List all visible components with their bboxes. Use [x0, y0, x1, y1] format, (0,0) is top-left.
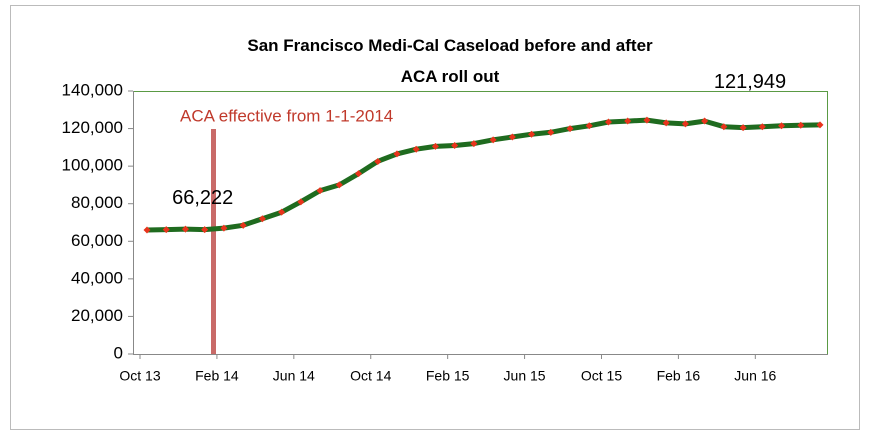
x-tick-label: Feb 14 [195, 368, 239, 384]
point-marker [508, 133, 516, 141]
point-marker [643, 116, 651, 124]
chart-frame [10, 5, 860, 430]
point-marker [355, 170, 363, 178]
point-marker [624, 117, 632, 125]
point-marker [470, 140, 478, 148]
chart-title: San Francisco Medi-Cal Caseload before a… [247, 36, 653, 86]
point-marker [566, 125, 574, 133]
point-marker [816, 121, 824, 129]
data-label: 66,222 [172, 187, 233, 209]
x-tick-label: Feb 16 [657, 368, 701, 384]
y-tick-label: 0 [114, 343, 123, 362]
y-tick-label: 20,000 [71, 306, 123, 325]
series-line [146, 117, 821, 233]
y-tick-label: 140,000 [62, 80, 123, 99]
point-marker [758, 123, 766, 131]
point-marker [143, 226, 151, 234]
point-marker [681, 120, 689, 128]
x-tick-label: Jun 15 [504, 368, 546, 384]
point-marker [220, 224, 228, 232]
aca-marker [211, 129, 216, 354]
point-marker [797, 121, 805, 129]
point-marker [701, 117, 709, 125]
y-tick-label: 80,000 [71, 193, 123, 212]
y-tick-label: 60,000 [71, 231, 123, 250]
y-tick-label: 120,000 [62, 118, 123, 137]
point-marker [393, 150, 401, 158]
point-marker [431, 142, 439, 150]
point-marker [451, 141, 459, 149]
point-marker [201, 226, 209, 234]
point-marker [316, 187, 324, 195]
x-tick-label: Jun 14 [273, 368, 315, 384]
point-marker [585, 122, 593, 130]
point-marker [162, 226, 170, 234]
data-label: 121,949 [714, 71, 786, 93]
point-marker [181, 225, 189, 233]
y-tick-label: 40,000 [71, 268, 123, 287]
point-marker [374, 157, 382, 165]
x-tick-label: Oct 13 [119, 368, 160, 384]
point-marker [297, 198, 305, 206]
point-marker [258, 215, 266, 223]
point-marker [778, 122, 786, 130]
annotation: ACA effective from 1-1-2014 [180, 106, 393, 125]
y-tick-label: 100,000 [62, 156, 123, 175]
point-marker [278, 208, 286, 216]
point-marker [547, 128, 555, 136]
point-marker [604, 118, 612, 126]
point-marker [662, 119, 670, 127]
x-tick-label: Oct 15 [581, 368, 622, 384]
point-marker [239, 221, 247, 229]
point-marker [528, 130, 536, 138]
point-marker [720, 123, 728, 131]
point-marker [335, 181, 343, 189]
point-marker [412, 145, 420, 153]
x-tick-label: Jun 16 [734, 368, 776, 384]
x-tick-label: Feb 15 [426, 368, 470, 384]
x-tick-label: Oct 14 [350, 368, 391, 384]
point-marker [739, 124, 747, 132]
point-marker [489, 136, 497, 144]
